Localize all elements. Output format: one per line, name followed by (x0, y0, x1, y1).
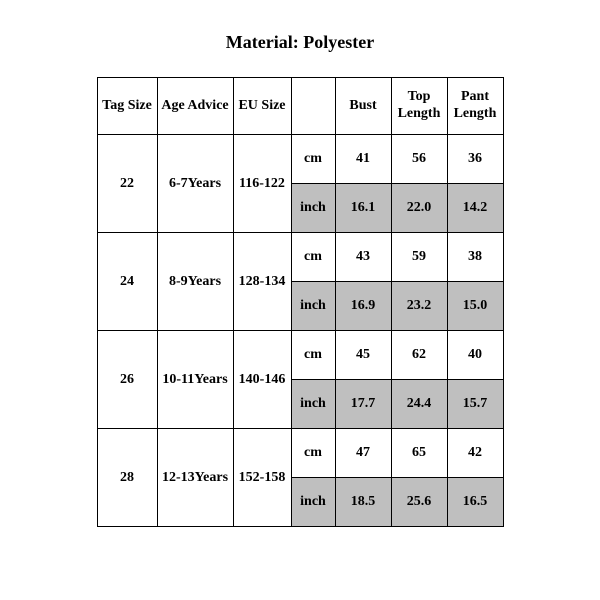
cell-unit-inch: inch (291, 282, 335, 331)
cell-eu: 140-146 (233, 331, 291, 429)
size-chart-table: Tag Size Age Advice EU Size Bust Top Len… (97, 77, 504, 527)
col-bust: Bust (335, 78, 391, 135)
cell-pant-cm: 42 (447, 429, 503, 478)
cell-bust-inch: 18.5 (335, 478, 391, 527)
cell-eu: 128-134 (233, 233, 291, 331)
cell-unit-cm: cm (291, 135, 335, 184)
cell-eu: 116-122 (233, 135, 291, 233)
cell-age: 10-11Years (157, 331, 233, 429)
cell-pant-inch: 14.2 (447, 184, 503, 233)
cell-age: 6-7Years (157, 135, 233, 233)
cell-top-inch: 25.6 (391, 478, 447, 527)
cell-tag: 22 (97, 135, 157, 233)
cell-age: 12-13Years (157, 429, 233, 527)
page-title: Material: Polyester (0, 0, 600, 77)
cell-bust-inch: 17.7 (335, 380, 391, 429)
cell-tag: 28 (97, 429, 157, 527)
cell-unit-inch: inch (291, 478, 335, 527)
col-eu-size: EU Size (233, 78, 291, 135)
cell-eu: 152-158 (233, 429, 291, 527)
cell-top-cm: 65 (391, 429, 447, 478)
cell-pant-inch: 16.5 (447, 478, 503, 527)
cell-bust-inch: 16.1 (335, 184, 391, 233)
cell-bust-cm: 41 (335, 135, 391, 184)
cell-tag: 24 (97, 233, 157, 331)
cell-age: 8-9Years (157, 233, 233, 331)
table-row: 26 10-11Years 140-146 cm 45 62 40 (97, 331, 503, 380)
cell-unit-inch: inch (291, 184, 335, 233)
cell-pant-inch: 15.7 (447, 380, 503, 429)
col-unit (291, 78, 335, 135)
cell-tag: 26 (97, 331, 157, 429)
cell-top-cm: 62 (391, 331, 447, 380)
cell-bust-inch: 16.9 (335, 282, 391, 331)
cell-unit-cm: cm (291, 429, 335, 478)
cell-bust-cm: 43 (335, 233, 391, 282)
cell-pant-cm: 38 (447, 233, 503, 282)
cell-top-inch: 24.4 (391, 380, 447, 429)
cell-top-cm: 56 (391, 135, 447, 184)
cell-top-inch: 23.2 (391, 282, 447, 331)
cell-top-inch: 22.0 (391, 184, 447, 233)
table-body: 22 6-7Years 116-122 cm 41 56 36 inch 16.… (97, 135, 503, 527)
cell-unit-cm: cm (291, 331, 335, 380)
cell-top-cm: 59 (391, 233, 447, 282)
col-pant-length: Pant Length (447, 78, 503, 135)
cell-bust-cm: 45 (335, 331, 391, 380)
col-tag-size: Tag Size (97, 78, 157, 135)
col-age-advice: Age Advice (157, 78, 233, 135)
table-row: 22 6-7Years 116-122 cm 41 56 36 (97, 135, 503, 184)
cell-unit-inch: inch (291, 380, 335, 429)
cell-pant-cm: 40 (447, 331, 503, 380)
table-row: 24 8-9Years 128-134 cm 43 59 38 (97, 233, 503, 282)
table-row: 28 12-13Years 152-158 cm 47 65 42 (97, 429, 503, 478)
cell-unit-cm: cm (291, 233, 335, 282)
cell-bust-cm: 47 (335, 429, 391, 478)
cell-pant-cm: 36 (447, 135, 503, 184)
cell-pant-inch: 15.0 (447, 282, 503, 331)
header-row: Tag Size Age Advice EU Size Bust Top Len… (97, 78, 503, 135)
col-top-length: Top Length (391, 78, 447, 135)
